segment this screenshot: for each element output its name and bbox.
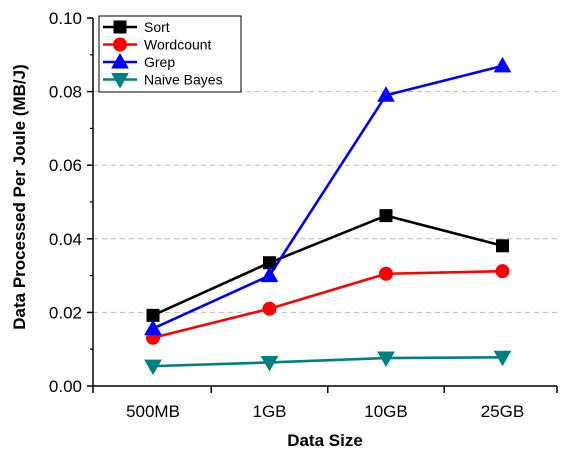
legend-item-sort: Sort xyxy=(103,19,170,35)
legend-marker xyxy=(111,52,129,69)
data-point-grep xyxy=(377,86,395,102)
data-point-naive-bayes xyxy=(144,359,162,376)
data-point-naive-bayes xyxy=(377,351,395,368)
y-tick-label: 0.08 xyxy=(49,83,82,102)
x-tick-label: 1GB xyxy=(252,402,286,421)
legend-label: Sort xyxy=(144,19,170,35)
data-point-wordcount xyxy=(495,264,510,279)
y-tick-label: 0.02 xyxy=(49,303,82,322)
series-line-naive-bayes xyxy=(152,355,503,368)
x-axis-ticks: 500MB 1GB 10GB 25GB xyxy=(92,386,558,421)
data-point-grep xyxy=(144,319,162,336)
series-sort xyxy=(146,209,509,322)
series-line-grep xyxy=(152,64,503,330)
y-tick-label: 0.06 xyxy=(49,156,82,175)
legend-label: Naive Bayes xyxy=(144,72,223,88)
y-axis-title: Data Processed Per Joule (MB/J) xyxy=(10,64,29,329)
data-point-grep xyxy=(493,56,512,73)
legend-marker xyxy=(111,73,129,89)
data-point-naive-bayes xyxy=(260,355,279,372)
data-point-naive-bayes xyxy=(493,350,512,367)
x-tick-label: 500MB xyxy=(126,402,180,421)
data-point-grep xyxy=(260,266,279,283)
legend-item-naive-bayes: Naive Bayes xyxy=(103,72,223,89)
grid-lines xyxy=(93,91,557,313)
legend-marker xyxy=(113,20,127,34)
series-group xyxy=(144,56,512,376)
series-grep xyxy=(144,56,512,336)
y-tick-label: 0.00 xyxy=(49,377,82,396)
legend-item-wordcount: Wordcount xyxy=(103,37,212,53)
legend-label: Grep xyxy=(144,54,175,70)
legend-marker xyxy=(113,37,127,52)
legend-item-grep: Grep xyxy=(103,52,175,70)
data-point-sort xyxy=(379,209,393,223)
x-tick-label: 10GB xyxy=(364,402,407,421)
y-axis-ticks: 0.00 0.02 0.04 0.06 0.08 0.10 xyxy=(49,9,93,396)
legend-label: Wordcount xyxy=(144,37,212,53)
x-tick-label: 25GB xyxy=(481,402,524,421)
data-point-sort xyxy=(146,308,160,322)
data-point-wordcount xyxy=(262,301,277,316)
series-wordcount xyxy=(146,264,510,345)
data-point-wordcount xyxy=(379,266,393,281)
series-line-wordcount xyxy=(152,269,503,340)
y-tick-label: 0.04 xyxy=(49,230,82,249)
x-axis-title: Data Size xyxy=(287,431,363,450)
series-line-sort xyxy=(152,214,503,317)
series-naive-bayes xyxy=(144,350,512,376)
data-point-sort xyxy=(496,239,509,253)
y-tick-label: 0.10 xyxy=(49,9,82,28)
